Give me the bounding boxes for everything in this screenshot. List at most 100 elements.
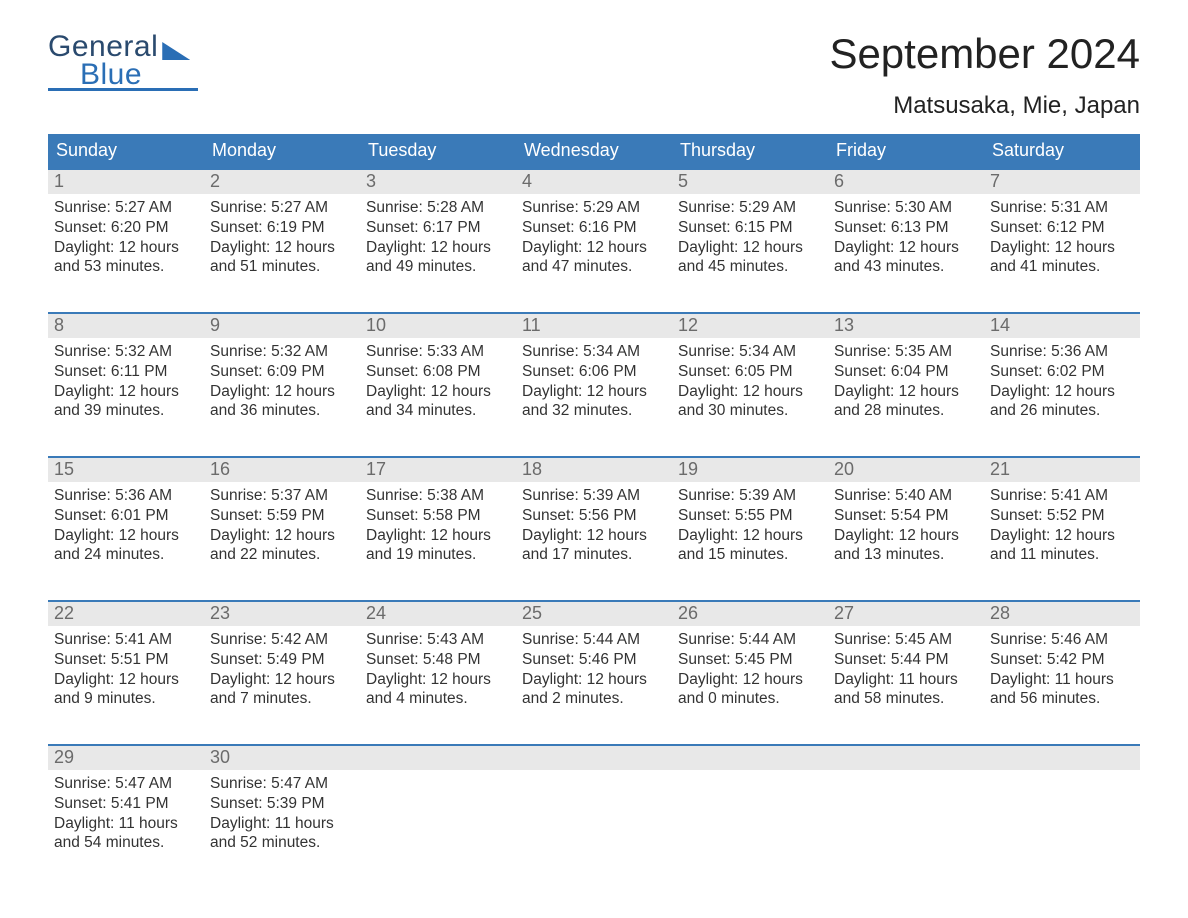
brand-underline (48, 88, 198, 91)
sunrise-line: Sunrise: 5:43 AM (366, 630, 510, 650)
daylight-line: Daylight: 12 hours and 19 minutes. (366, 526, 510, 566)
calendar-day (516, 746, 672, 864)
day-number (360, 746, 516, 770)
daylight-line: Daylight: 12 hours and 2 minutes. (522, 670, 666, 710)
daylight-line: Daylight: 12 hours and 53 minutes. (54, 238, 198, 278)
daylight-line: Daylight: 12 hours and 36 minutes. (210, 382, 354, 422)
calendar-day: 3Sunrise: 5:28 AMSunset: 6:17 PMDaylight… (360, 170, 516, 288)
day-number: 4 (516, 170, 672, 194)
dow-cell: Thursday (672, 134, 828, 168)
sunrise-line: Sunrise: 5:31 AM (990, 198, 1134, 218)
daylight-line: Daylight: 12 hours and 0 minutes. (678, 670, 822, 710)
day-number: 28 (984, 602, 1140, 626)
sunset-line: Sunset: 5:56 PM (522, 506, 666, 526)
daylight-line: Daylight: 12 hours and 24 minutes. (54, 526, 198, 566)
day-details: Sunrise: 5:37 AMSunset: 5:59 PMDaylight:… (204, 482, 360, 571)
calendar-day: 21Sunrise: 5:41 AMSunset: 5:52 PMDayligh… (984, 458, 1140, 576)
calendar-day: 4Sunrise: 5:29 AMSunset: 6:16 PMDaylight… (516, 170, 672, 288)
day-number: 20 (828, 458, 984, 482)
daylight-line: Daylight: 12 hours and 41 minutes. (990, 238, 1134, 278)
calendar-day: 20Sunrise: 5:40 AMSunset: 5:54 PMDayligh… (828, 458, 984, 576)
day-number (828, 746, 984, 770)
day-number: 30 (204, 746, 360, 770)
calendar-day: 27Sunrise: 5:45 AMSunset: 5:44 PMDayligh… (828, 602, 984, 720)
day-number: 5 (672, 170, 828, 194)
daylight-line: Daylight: 12 hours and 30 minutes. (678, 382, 822, 422)
sunset-line: Sunset: 5:46 PM (522, 650, 666, 670)
calendar-day: 29Sunrise: 5:47 AMSunset: 5:41 PMDayligh… (48, 746, 204, 864)
day-number: 26 (672, 602, 828, 626)
day-details: Sunrise: 5:32 AMSunset: 6:11 PMDaylight:… (48, 338, 204, 427)
day-details: Sunrise: 5:39 AMSunset: 5:56 PMDaylight:… (516, 482, 672, 571)
calendar-day: 11Sunrise: 5:34 AMSunset: 6:06 PMDayligh… (516, 314, 672, 432)
calendar-day: 5Sunrise: 5:29 AMSunset: 6:15 PMDaylight… (672, 170, 828, 288)
day-number: 21 (984, 458, 1140, 482)
day-details: Sunrise: 5:32 AMSunset: 6:09 PMDaylight:… (204, 338, 360, 427)
day-details: Sunrise: 5:38 AMSunset: 5:58 PMDaylight:… (360, 482, 516, 571)
day-number: 17 (360, 458, 516, 482)
daylight-line: Daylight: 11 hours and 52 minutes. (210, 814, 354, 854)
calendar-day: 14Sunrise: 5:36 AMSunset: 6:02 PMDayligh… (984, 314, 1140, 432)
sunrise-line: Sunrise: 5:29 AM (522, 198, 666, 218)
sunrise-line: Sunrise: 5:34 AM (522, 342, 666, 362)
sunrise-line: Sunrise: 5:37 AM (210, 486, 354, 506)
sunset-line: Sunset: 6:02 PM (990, 362, 1134, 382)
calendar-day: 22Sunrise: 5:41 AMSunset: 5:51 PMDayligh… (48, 602, 204, 720)
day-details: Sunrise: 5:34 AMSunset: 6:06 PMDaylight:… (516, 338, 672, 427)
calendar-day: 25Sunrise: 5:44 AMSunset: 5:46 PMDayligh… (516, 602, 672, 720)
sunset-line: Sunset: 5:55 PM (678, 506, 822, 526)
day-number: 2 (204, 170, 360, 194)
daylight-line: Daylight: 12 hours and 4 minutes. (366, 670, 510, 710)
calendar-week: 29Sunrise: 5:47 AMSunset: 5:41 PMDayligh… (48, 744, 1140, 864)
sunset-line: Sunset: 6:06 PM (522, 362, 666, 382)
calendar-day: 28Sunrise: 5:46 AMSunset: 5:42 PMDayligh… (984, 602, 1140, 720)
sunset-line: Sunset: 6:05 PM (678, 362, 822, 382)
day-details: Sunrise: 5:40 AMSunset: 5:54 PMDaylight:… (828, 482, 984, 571)
calendar-day: 9Sunrise: 5:32 AMSunset: 6:09 PMDaylight… (204, 314, 360, 432)
sunrise-line: Sunrise: 5:39 AM (678, 486, 822, 506)
sunset-line: Sunset: 6:01 PM (54, 506, 198, 526)
day-number: 9 (204, 314, 360, 338)
day-details: Sunrise: 5:47 AMSunset: 5:41 PMDaylight:… (48, 770, 204, 859)
day-number: 23 (204, 602, 360, 626)
day-details: Sunrise: 5:35 AMSunset: 6:04 PMDaylight:… (828, 338, 984, 427)
sunrise-line: Sunrise: 5:47 AM (54, 774, 198, 794)
day-details: Sunrise: 5:28 AMSunset: 6:17 PMDaylight:… (360, 194, 516, 283)
day-number: 22 (48, 602, 204, 626)
calendar-day: 12Sunrise: 5:34 AMSunset: 6:05 PMDayligh… (672, 314, 828, 432)
day-number: 12 (672, 314, 828, 338)
day-number: 16 (204, 458, 360, 482)
daylight-line: Daylight: 12 hours and 13 minutes. (834, 526, 978, 566)
page-title: September 2024 (829, 30, 1140, 78)
calendar-day: 15Sunrise: 5:36 AMSunset: 6:01 PMDayligh… (48, 458, 204, 576)
day-number (984, 746, 1140, 770)
dow-cell: Sunday (48, 134, 204, 168)
day-details: Sunrise: 5:30 AMSunset: 6:13 PMDaylight:… (828, 194, 984, 283)
sunset-line: Sunset: 5:58 PM (366, 506, 510, 526)
sunset-line: Sunset: 5:41 PM (54, 794, 198, 814)
sunrise-line: Sunrise: 5:44 AM (678, 630, 822, 650)
day-number: 25 (516, 602, 672, 626)
daylight-line: Daylight: 12 hours and 32 minutes. (522, 382, 666, 422)
dow-cell: Wednesday (516, 134, 672, 168)
daylight-line: Daylight: 12 hours and 26 minutes. (990, 382, 1134, 422)
sunset-line: Sunset: 6:12 PM (990, 218, 1134, 238)
page-subtitle: Matsusaka, Mie, Japan (829, 92, 1140, 120)
calendar-week: 22Sunrise: 5:41 AMSunset: 5:51 PMDayligh… (48, 600, 1140, 720)
day-details: Sunrise: 5:43 AMSunset: 5:48 PMDaylight:… (360, 626, 516, 715)
sunset-line: Sunset: 6:19 PM (210, 218, 354, 238)
sunrise-line: Sunrise: 5:42 AM (210, 630, 354, 650)
day-details: Sunrise: 5:44 AMSunset: 5:45 PMDaylight:… (672, 626, 828, 715)
sunrise-line: Sunrise: 5:32 AM (210, 342, 354, 362)
day-details: Sunrise: 5:41 AMSunset: 5:51 PMDaylight:… (48, 626, 204, 715)
daylight-line: Daylight: 12 hours and 17 minutes. (522, 526, 666, 566)
sunrise-line: Sunrise: 5:47 AM (210, 774, 354, 794)
daylight-line: Daylight: 12 hours and 49 minutes. (366, 238, 510, 278)
day-details: Sunrise: 5:29 AMSunset: 6:15 PMDaylight:… (672, 194, 828, 283)
calendar-day: 24Sunrise: 5:43 AMSunset: 5:48 PMDayligh… (360, 602, 516, 720)
day-details: Sunrise: 5:31 AMSunset: 6:12 PMDaylight:… (984, 194, 1140, 283)
sunset-line: Sunset: 5:45 PM (678, 650, 822, 670)
calendar-day: 30Sunrise: 5:47 AMSunset: 5:39 PMDayligh… (204, 746, 360, 864)
calendar-day: 16Sunrise: 5:37 AMSunset: 5:59 PMDayligh… (204, 458, 360, 576)
sunset-line: Sunset: 5:44 PM (834, 650, 978, 670)
